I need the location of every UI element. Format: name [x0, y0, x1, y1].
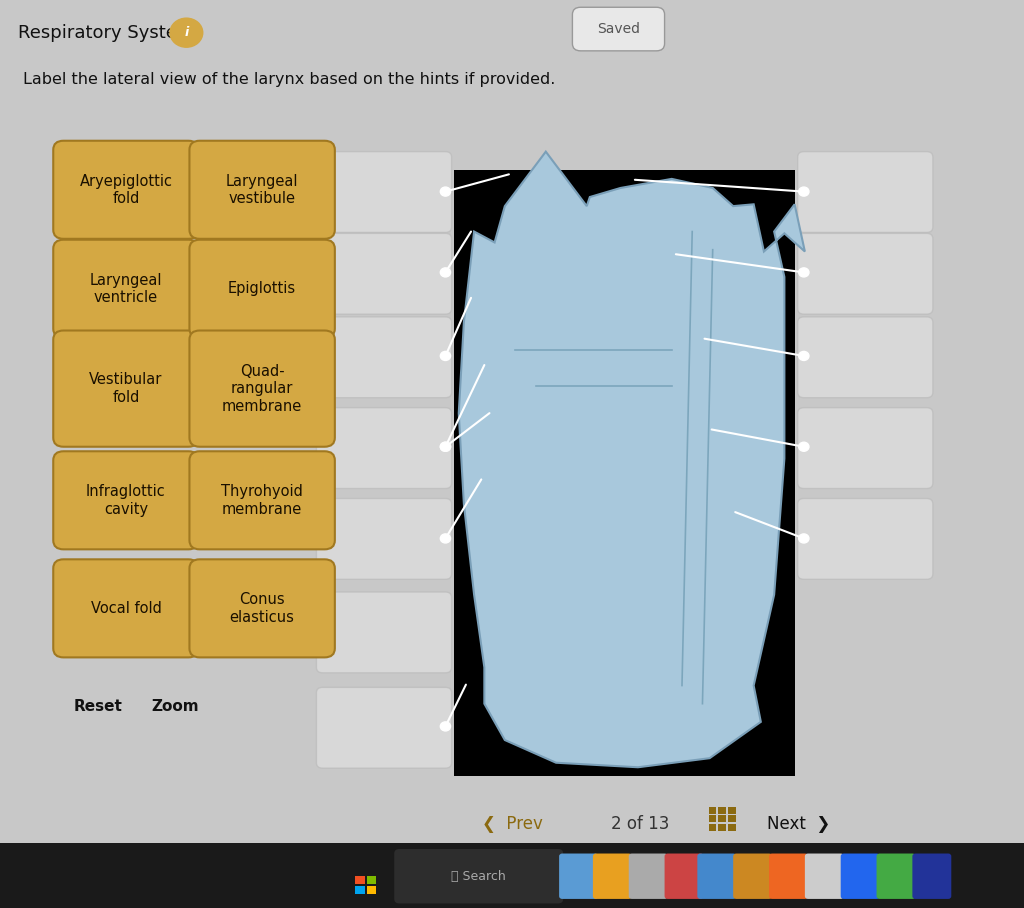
FancyBboxPatch shape [697, 854, 736, 899]
FancyBboxPatch shape [733, 854, 772, 899]
FancyBboxPatch shape [709, 815, 716, 823]
FancyBboxPatch shape [189, 559, 335, 657]
Circle shape [799, 187, 809, 196]
Text: Label the lateral view of the larynx based on the hints if provided.: Label the lateral view of the larynx bas… [23, 73, 555, 87]
FancyBboxPatch shape [912, 854, 951, 899]
FancyBboxPatch shape [316, 408, 452, 489]
FancyBboxPatch shape [877, 854, 915, 899]
FancyBboxPatch shape [316, 498, 452, 579]
FancyBboxPatch shape [316, 233, 452, 314]
Text: Reset: Reset [74, 699, 123, 714]
FancyBboxPatch shape [798, 498, 933, 579]
FancyBboxPatch shape [709, 824, 716, 831]
FancyBboxPatch shape [728, 806, 735, 814]
Circle shape [440, 187, 451, 196]
FancyBboxPatch shape [798, 408, 933, 489]
Circle shape [440, 268, 451, 277]
Text: Quad-
rangular
membrane: Quad- rangular membrane [222, 364, 302, 413]
Circle shape [799, 268, 809, 277]
FancyBboxPatch shape [798, 152, 933, 232]
Circle shape [440, 442, 451, 451]
FancyBboxPatch shape [593, 854, 632, 899]
Circle shape [799, 534, 809, 543]
FancyBboxPatch shape [769, 854, 808, 899]
Text: i: i [184, 26, 188, 39]
Circle shape [799, 351, 809, 360]
FancyBboxPatch shape [805, 854, 844, 899]
FancyBboxPatch shape [53, 240, 199, 338]
FancyBboxPatch shape [629, 854, 668, 899]
FancyBboxPatch shape [53, 141, 199, 239]
FancyBboxPatch shape [355, 876, 365, 884]
FancyBboxPatch shape [798, 317, 933, 398]
FancyBboxPatch shape [367, 886, 376, 894]
FancyBboxPatch shape [316, 687, 452, 768]
Text: Conus
elasticus: Conus elasticus [229, 592, 295, 625]
Text: Laryngeal
vestibule: Laryngeal vestibule [226, 173, 298, 206]
FancyBboxPatch shape [53, 559, 199, 657]
FancyBboxPatch shape [709, 806, 716, 814]
FancyBboxPatch shape [189, 240, 335, 338]
FancyBboxPatch shape [728, 815, 735, 823]
Circle shape [440, 534, 451, 543]
FancyBboxPatch shape [0, 843, 1024, 908]
FancyBboxPatch shape [189, 331, 335, 447]
FancyBboxPatch shape [728, 824, 735, 831]
FancyBboxPatch shape [718, 824, 726, 831]
FancyBboxPatch shape [189, 141, 335, 239]
Text: 🔍 Search: 🔍 Search [451, 870, 506, 883]
Text: Respiratory System: Respiratory System [18, 24, 195, 42]
FancyBboxPatch shape [53, 331, 199, 447]
Text: Saved: Saved [597, 22, 640, 36]
FancyBboxPatch shape [316, 592, 452, 673]
Text: ❮  Prev: ❮ Prev [481, 815, 543, 834]
FancyBboxPatch shape [559, 854, 598, 899]
Circle shape [170, 18, 203, 47]
FancyBboxPatch shape [367, 876, 376, 884]
Text: Infraglottic
cavity: Infraglottic cavity [86, 484, 166, 517]
FancyBboxPatch shape [316, 317, 452, 398]
Circle shape [440, 722, 451, 731]
Text: Vestibular
fold: Vestibular fold [89, 372, 163, 405]
FancyBboxPatch shape [718, 815, 726, 823]
FancyBboxPatch shape [189, 451, 335, 549]
Text: Zoom: Zoom [152, 699, 200, 714]
FancyBboxPatch shape [394, 849, 563, 903]
Circle shape [799, 442, 809, 451]
FancyBboxPatch shape [665, 854, 703, 899]
Text: Next  ❯: Next ❯ [767, 815, 830, 834]
Text: Thyrohyoid
membrane: Thyrohyoid membrane [221, 484, 303, 517]
FancyBboxPatch shape [572, 7, 665, 51]
Text: Epiglottis: Epiglottis [228, 281, 296, 296]
Text: Aryepiglottic
fold: Aryepiglottic fold [80, 173, 172, 206]
Polygon shape [459, 152, 805, 767]
FancyBboxPatch shape [798, 233, 933, 314]
Text: 2 of 13: 2 of 13 [610, 815, 670, 834]
FancyBboxPatch shape [718, 806, 726, 814]
FancyBboxPatch shape [355, 886, 365, 894]
FancyBboxPatch shape [454, 170, 795, 776]
FancyBboxPatch shape [53, 451, 199, 549]
Circle shape [440, 442, 451, 451]
FancyBboxPatch shape [316, 152, 452, 232]
Text: Laryngeal
ventricle: Laryngeal ventricle [90, 272, 162, 305]
FancyBboxPatch shape [841, 854, 880, 899]
Text: Vocal fold: Vocal fold [90, 601, 162, 616]
Circle shape [440, 351, 451, 360]
